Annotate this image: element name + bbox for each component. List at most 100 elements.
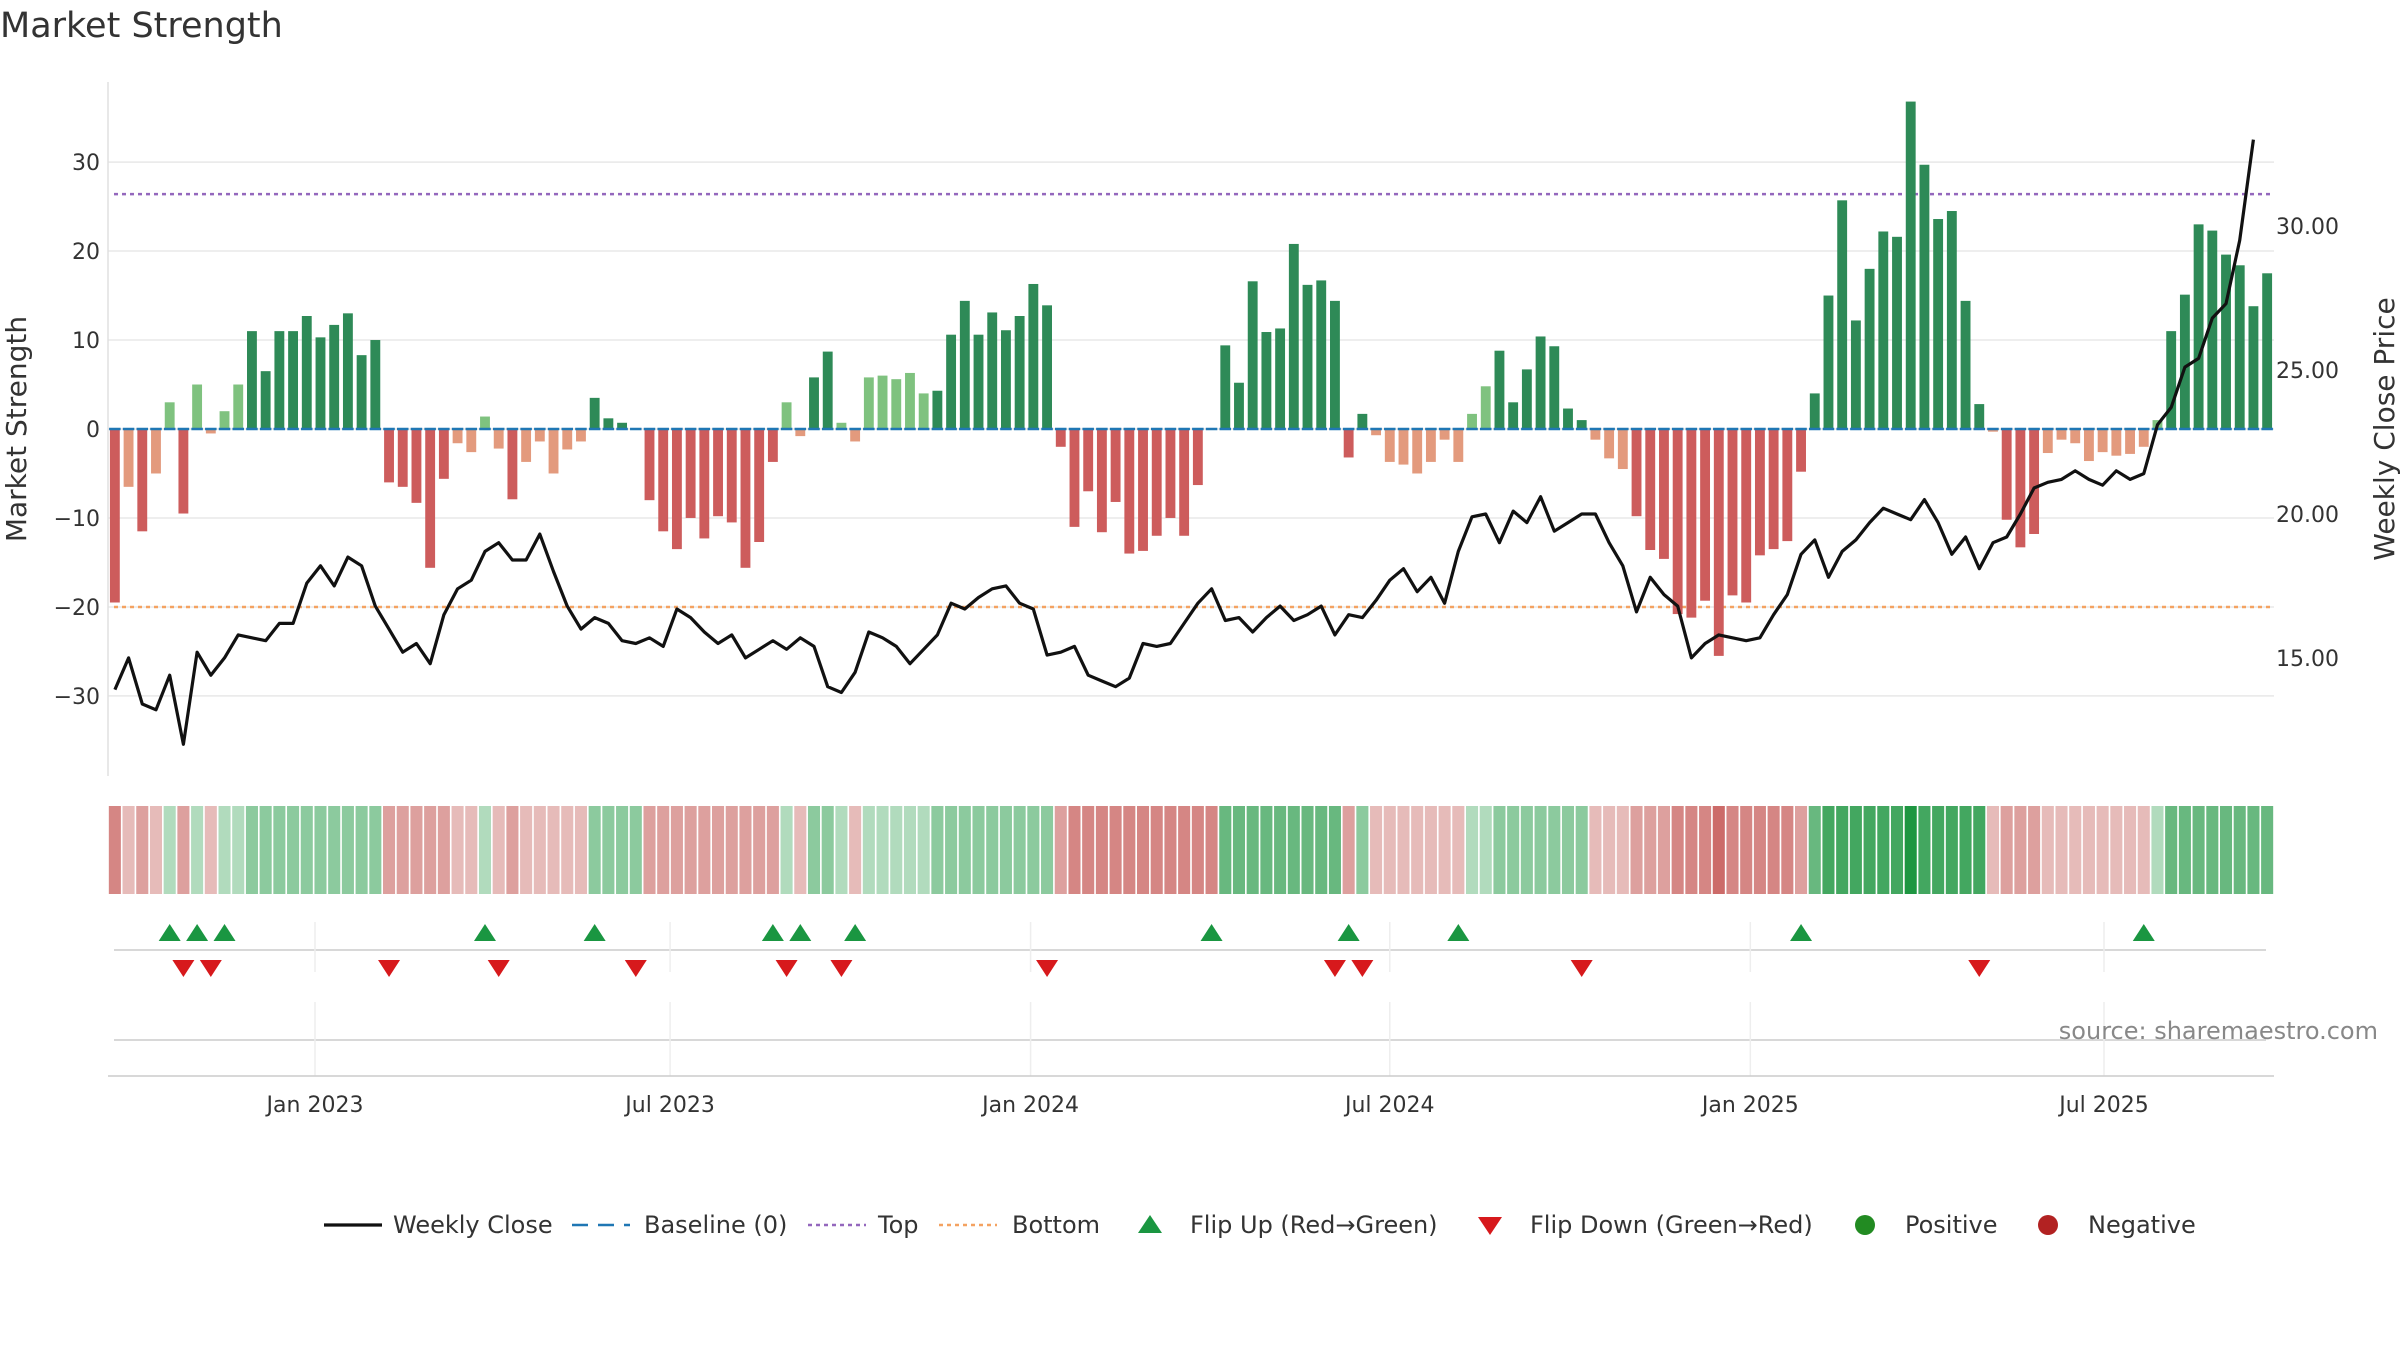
strength-bar	[1604, 429, 1615, 459]
strength-bar	[411, 429, 422, 503]
strength-bar	[1782, 429, 1793, 542]
regime-cell	[1575, 806, 1588, 894]
strength-bar	[1672, 429, 1683, 615]
strength-bar	[1138, 429, 1148, 551]
flip-down-marker	[172, 960, 195, 977]
regime-cell	[1520, 806, 1533, 894]
flip-up-marker	[1200, 924, 1223, 941]
legend-positive-label: Positive	[1905, 1211, 1998, 1239]
regime-cell	[1644, 806, 1657, 894]
strength-bar	[1179, 429, 1190, 536]
strength-bar	[1055, 429, 1066, 447]
strength-bar	[2193, 224, 2204, 429]
regime-cell	[424, 806, 437, 894]
regime-cell	[561, 806, 574, 894]
x-tick-label: Jul 2023	[623, 1093, 715, 1118]
strength-bar	[1151, 429, 1162, 536]
legend-weekly-close-label: Weekly Close	[393, 1211, 553, 1239]
regime-cell	[2137, 806, 2150, 894]
flip-up-marker	[844, 924, 867, 941]
regime-cell	[876, 806, 889, 894]
y2-tick-label: 20.00	[2276, 503, 2339, 528]
regime-cell	[1095, 806, 1108, 894]
regime-cell	[259, 806, 272, 894]
y-tick-label: 0	[86, 418, 100, 443]
legend-top-label: Top	[877, 1211, 919, 1239]
strength-bar	[205, 429, 216, 434]
regime-cell	[1726, 806, 1739, 894]
strength-bar	[1453, 429, 1464, 462]
regime-cell	[1109, 806, 1122, 894]
x-tick-label: Jan 2024	[980, 1093, 1079, 1118]
regime-cell	[931, 806, 944, 894]
strength-bar	[2248, 306, 2259, 429]
regime-cell	[2178, 806, 2191, 894]
strength-bar	[329, 324, 340, 429]
regime-cell	[862, 806, 875, 894]
flip-down-marker	[830, 960, 853, 977]
regime-cell	[1753, 806, 1766, 894]
regime-cell	[1657, 806, 1670, 894]
strength-bar	[1521, 369, 1532, 429]
strength-bar	[1261, 332, 1272, 429]
regime-cell	[1849, 806, 1862, 894]
flip-down-marker	[624, 960, 647, 977]
regime-cell	[2165, 806, 2178, 894]
regime-cell	[903, 806, 917, 894]
strength-bar	[493, 429, 504, 449]
strength-bar	[685, 429, 696, 518]
flip-down-marker	[199, 960, 222, 977]
flip-up-marker	[1790, 924, 1813, 941]
strength-bar	[1837, 200, 1848, 429]
strength-bar	[1028, 283, 1039, 429]
strength-bar	[219, 411, 230, 429]
strength-bar	[1974, 404, 1985, 429]
regime-cell	[1589, 806, 1602, 894]
flip-down-marker	[1323, 960, 1346, 977]
regime-cell	[2000, 806, 2013, 894]
y-tick-label: −20	[54, 596, 100, 621]
strength-bar	[713, 429, 723, 517]
regime-cell	[2247, 806, 2260, 894]
flip-up-marker	[213, 924, 236, 941]
regime-cell	[149, 806, 163, 894]
strength-bar	[1467, 413, 1477, 429]
regime-cell	[1041, 806, 1054, 894]
regime-cell	[2151, 806, 2164, 894]
x-tick-label: Jul 2025	[2057, 1093, 2149, 1118]
regime-cell	[1013, 806, 1026, 894]
strength-bar	[1700, 429, 1711, 601]
regime-cell	[1699, 806, 1712, 894]
strength-bar	[2056, 429, 2067, 440]
y-tick-label: 30	[72, 151, 100, 176]
strength-bar	[288, 331, 299, 429]
strength-bar	[1494, 350, 1505, 429]
regime-cell	[1959, 806, 1972, 894]
regime-cell	[1877, 806, 1890, 894]
regime-cell	[739, 806, 752, 894]
regime-cell	[1630, 806, 1643, 894]
regime-cell	[369, 806, 382, 894]
y-axis-left: −30 −20 −10 0 10 20 30	[54, 151, 100, 710]
regime-cell	[1356, 806, 1369, 894]
strength-bar	[2207, 230, 2218, 429]
strength-bar	[836, 422, 847, 429]
regime-cell	[807, 806, 821, 894]
regime-cell	[725, 806, 738, 894]
flip-down-marker	[1351, 960, 1374, 977]
y2-tick-label: 30.00	[2276, 215, 2339, 240]
regime-cell	[629, 806, 642, 894]
regime-cell	[972, 806, 985, 894]
regime-cell	[2110, 806, 2123, 894]
y2-axis-title: Weekly Close Price	[2368, 297, 2400, 560]
regime-cell	[1178, 806, 1191, 894]
regime-cell	[1671, 806, 1684, 894]
chart-title: Market Strength	[0, 6, 283, 46]
strength-bar	[1124, 429, 1135, 554]
regime-cell	[1315, 806, 1328, 894]
strength-bar	[315, 337, 326, 429]
regime-cell	[1370, 806, 1383, 894]
regime-cell	[1795, 806, 1808, 894]
regime-cell	[2261, 806, 2274, 894]
strength-bar	[987, 312, 998, 429]
